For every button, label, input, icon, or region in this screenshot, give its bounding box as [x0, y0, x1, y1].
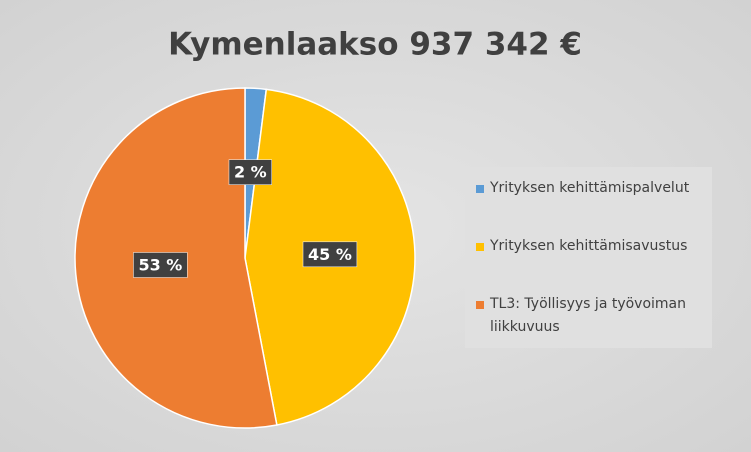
legend-swatch	[476, 185, 484, 193]
legend-item: TL3: Työllisyys ja työvoiman liikkuvuus	[476, 293, 702, 339]
legend-item: Yrityksen kehittämisavustus	[476, 235, 702, 258]
legend-label: Yrityksen kehittämispalvelut	[490, 180, 690, 196]
legend-swatch	[476, 243, 484, 251]
legend-label: TL3: Työllisyys ja työvoiman liikkuvuus	[490, 296, 687, 335]
data-label-box	[133, 252, 188, 278]
data-label: 53 %	[133, 252, 188, 278]
data-label-text: 2 %	[234, 163, 267, 182]
data-label-box	[228, 159, 272, 185]
data-label-box	[302, 241, 358, 268]
data-label-text: 53 %	[138, 255, 182, 274]
data-label: 2 %	[228, 159, 272, 185]
legend-swatch	[476, 301, 484, 309]
chart-title: Kymenlaakso 937 342 €	[168, 27, 582, 63]
data-label: 45 %	[302, 241, 358, 268]
data-label-text: 45 %	[308, 245, 352, 264]
legend: Yrityksen kehittämispalvelut Yrityksen ke…	[465, 167, 712, 348]
legend-label: Yrityksen kehittämisavustus	[490, 238, 688, 254]
legend-item: Yrityksen kehittämispalvelut	[476, 177, 702, 200]
